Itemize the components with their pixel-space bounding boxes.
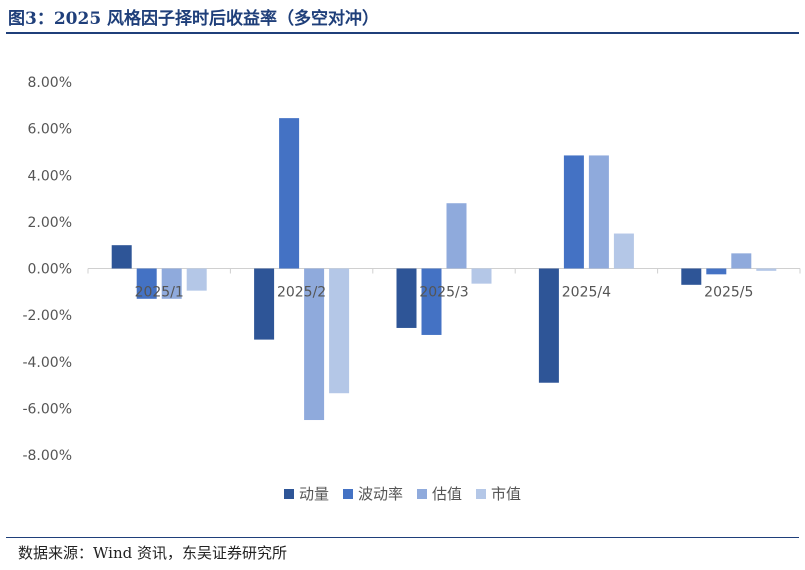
source-note: 数据来源：Wind 资讯，东吴证券研究所: [18, 544, 287, 562]
y-tick-label: -4.00%: [22, 355, 72, 371]
x-category-label: 2025/1: [135, 285, 184, 301]
x-category-label: 2025/4: [562, 285, 611, 301]
legend-item: 波动率: [342, 483, 403, 504]
y-tick-label: -2.00%: [22, 308, 72, 324]
chart-title: 图3：2025 风格因子择时后收益率（多空对冲）: [8, 9, 380, 29]
bar-2025-2-series-1: [279, 118, 300, 269]
y-tick-label: 2.00%: [28, 215, 72, 231]
bar-2025-1-series-3: [186, 268, 207, 291]
legend-swatch: [342, 488, 353, 499]
x-category-label: 2025/2: [277, 285, 326, 301]
legend-swatch: [417, 488, 427, 499]
bar-2025-4-series-2: [588, 155, 609, 269]
top-rule: [6, 32, 799, 34]
bar-2025-1-series-0: [111, 245, 132, 269]
legend-swatch: [476, 488, 487, 499]
x-category-label: 2025/5: [704, 285, 753, 301]
bar-2025-5-series-2: [731, 253, 752, 269]
y-tick-label: -6.00%: [22, 401, 72, 417]
bar-2025-3-series-2: [446, 203, 467, 269]
bar-2025-3-series-0: [396, 268, 417, 328]
legend-label: 估值: [432, 485, 463, 503]
legend-item: 估值: [417, 483, 462, 504]
bar-2025-2-series-3: [329, 268, 350, 394]
y-tick-label: 8.00%: [28, 75, 72, 91]
bar-2025-4-series-0: [538, 268, 559, 383]
legend-item: 动量: [283, 483, 329, 504]
bottom-rule: [6, 537, 799, 538]
legend-label: 波动率: [357, 485, 403, 503]
bar-2025-1-series-2: [161, 268, 182, 299]
bar-2025-3-series-3: [471, 268, 492, 284]
bar-2025-5-series-0: [681, 268, 702, 285]
bar-2025-4-series-3: [613, 233, 634, 269]
bar-2025-2-series-2: [304, 268, 325, 421]
bar-2025-5-series-1: [706, 268, 727, 275]
y-tick-label: -8.00%: [22, 448, 72, 464]
y-tick-label: 6.00%: [28, 122, 72, 138]
legend-label: 市值: [491, 485, 522, 503]
y-tick-label: 4.00%: [28, 168, 72, 184]
legend-item: 市值: [476, 483, 521, 504]
bar-2025-2-series-0: [254, 268, 275, 340]
bar-chart: 8.00% 6.00% 4.00% 2.00% 0.00% -2.00% -4.00% -6.…: [22, 75, 801, 464]
y-tick-label: 0.00%: [28, 262, 72, 278]
bar-2025-4-series-1: [563, 155, 584, 269]
bar-2025-1-series-1: [136, 268, 157, 299]
legend-label: 动量: [298, 485, 329, 503]
legend-swatch: [283, 488, 294, 499]
bar-2025-3-series-1: [421, 268, 442, 335]
bar-2025-5-series-3: [756, 268, 777, 271]
x-category-label: 2025/3: [419, 285, 468, 301]
chart-legend: 动量 波动率 估值 市值: [0, 483, 805, 504]
